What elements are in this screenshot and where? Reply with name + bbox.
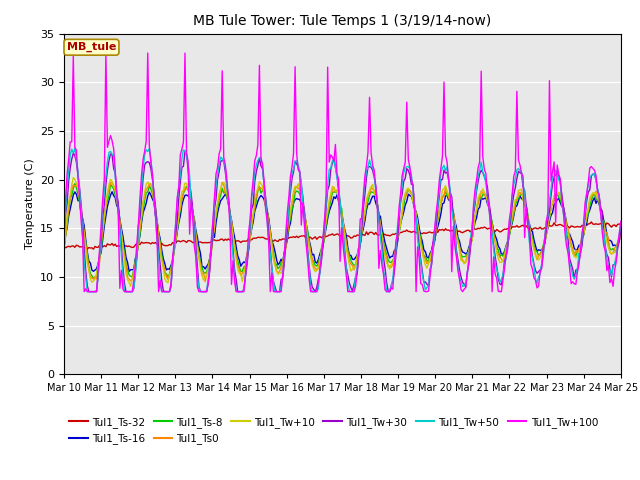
Text: MB_tule: MB_tule — [67, 42, 116, 52]
Title: MB Tule Tower: Tule Temps 1 (3/19/14-now): MB Tule Tower: Tule Temps 1 (3/19/14-now… — [193, 14, 492, 28]
Legend: Tul1_Ts-32, Tul1_Ts-16, Tul1_Ts-8, Tul1_Ts0, Tul1_Tw+10, Tul1_Tw+30, Tul1_Tw+50,: Tul1_Ts-32, Tul1_Ts-16, Tul1_Ts-8, Tul1_… — [69, 417, 598, 444]
Y-axis label: Temperature (C): Temperature (C) — [24, 158, 35, 250]
